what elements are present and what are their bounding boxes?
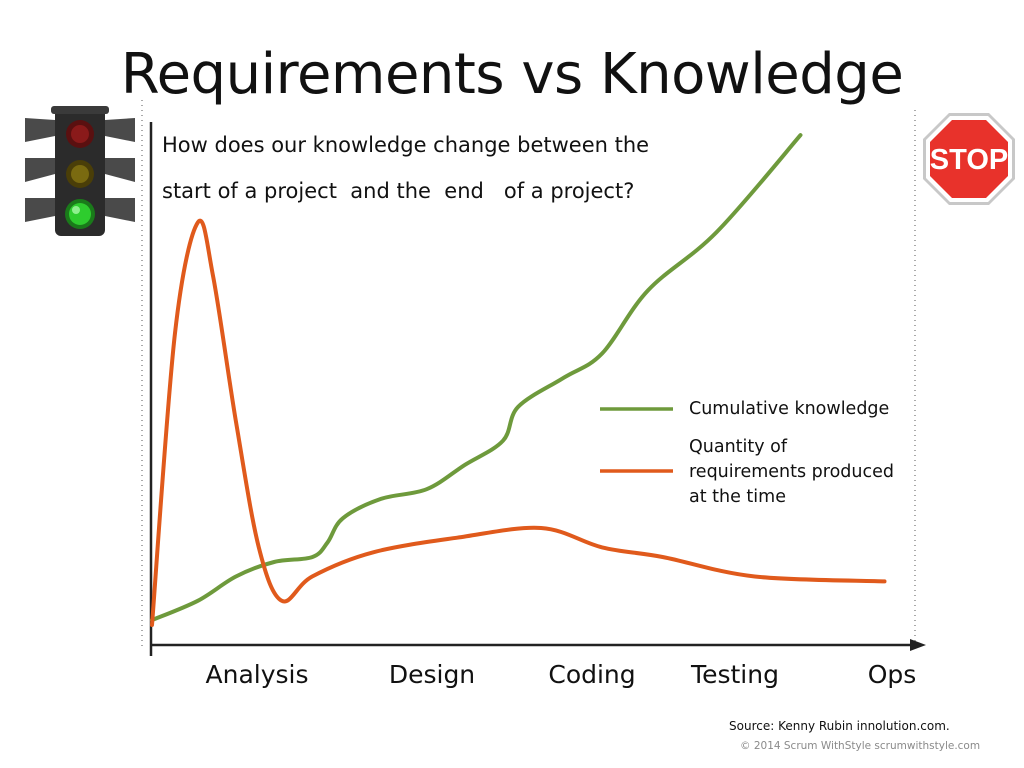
copyright-text: © 2014 Scrum WithStyle scrumwithstyle.co…: [740, 740, 981, 752]
source-text: Source: Kenny Rubin innolution.com.: [729, 719, 950, 733]
question-line-2: start of a project and the end of a proj…: [162, 179, 635, 203]
x-tick-label-ops: Ops: [867, 660, 917, 689]
x-tick-label-design: Design: [388, 660, 476, 689]
traffic-light-icon: [25, 106, 135, 236]
slide-title: Requirements vs Knowledge: [120, 41, 904, 107]
question-text: How does our knowledge change between th…: [162, 122, 649, 214]
x-axis-arrow: [910, 639, 926, 651]
series-line-knowledge: [150, 133, 803, 623]
stop-sign-icon: STOP: [923, 113, 1015, 205]
stop-sign-text: STOP: [930, 144, 1008, 176]
legend-label-requirements: Quantity of requirements produced at the…: [689, 437, 894, 507]
x-tick-label-analysis: Analysis: [205, 660, 309, 689]
x-tick-label-testing: Testing: [691, 660, 779, 689]
legend-label-knowledge: Cumulative knowledge: [689, 399, 890, 419]
series-line-requirements: [150, 218, 887, 627]
question-line-1: How does our knowledge change between th…: [162, 133, 650, 157]
x-tick-label-coding: Coding: [548, 660, 636, 689]
